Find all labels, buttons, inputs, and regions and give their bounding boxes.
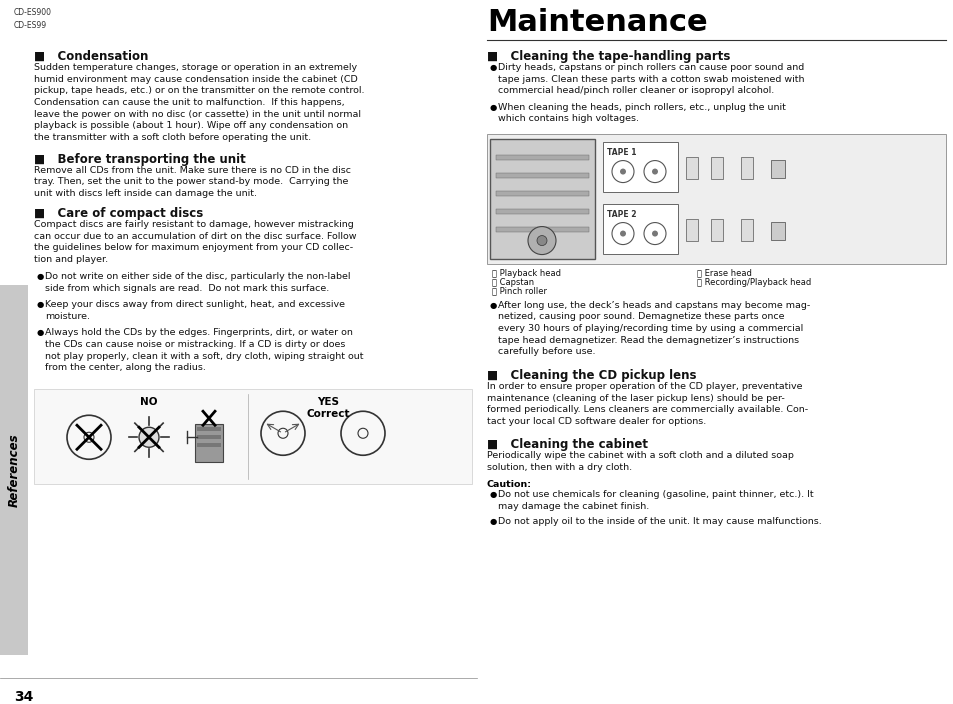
Text: ●: ●	[37, 272, 44, 281]
Bar	[194, 425, 223, 463]
Text: When cleaning the heads, pinch rollers, etc., unplug the unit
which contains hig: When cleaning the heads, pinch rollers, …	[497, 103, 785, 123]
Text: ■   Cleaning the cabinet: ■ Cleaning the cabinet	[486, 438, 647, 451]
Text: Remove all CDs from the unit. Make sure there is no CD in the disc
tray. Then, s: Remove all CDs from the unit. Make sure …	[34, 165, 351, 198]
Text: Caution:: Caution:	[486, 480, 532, 489]
Circle shape	[619, 230, 625, 237]
Circle shape	[651, 230, 658, 237]
Text: ■   Cleaning the CD pickup lens: ■ Cleaning the CD pickup lens	[486, 369, 696, 382]
Text: Periodically wipe the cabinet with a soft cloth and a diluted soap
solution, the: Periodically wipe the cabinet with a sof…	[486, 451, 793, 472]
Text: Compact discs are fairly resistant to damage, however mistracking
can occur due : Compact discs are fairly resistant to da…	[34, 220, 356, 264]
Bar	[196, 435, 221, 439]
Bar	[710, 156, 722, 179]
Text: ■   Condensation: ■ Condensation	[34, 50, 149, 63]
Circle shape	[537, 236, 546, 246]
Bar	[496, 155, 588, 160]
Circle shape	[527, 227, 556, 255]
Bar	[34, 389, 472, 484]
Circle shape	[619, 168, 625, 175]
Bar	[710, 218, 722, 241]
Bar	[740, 218, 752, 241]
Text: Ⓒ Pinch roller: Ⓒ Pinch roller	[492, 287, 546, 296]
Text: ●: ●	[490, 103, 497, 111]
Text: Do not write on either side of the disc, particularly the non-label
side from wh: Do not write on either side of the disc,…	[45, 272, 350, 293]
Bar	[602, 203, 678, 253]
Text: Ⓐ Playback head: Ⓐ Playback head	[492, 268, 560, 277]
Text: Do not apply oil to the inside of the unit. It may cause malfunctions.: Do not apply oil to the inside of the un…	[497, 517, 821, 526]
Text: ●: ●	[37, 328, 44, 337]
Text: ■   Cleaning the tape-handling parts: ■ Cleaning the tape-handling parts	[486, 50, 730, 63]
Bar	[496, 191, 588, 196]
Text: ●: ●	[490, 490, 497, 499]
Bar	[196, 427, 221, 432]
Text: NO: NO	[140, 397, 157, 407]
Text: After long use, the deck’s heads and capstans may become mag-
netized, causing p: After long use, the deck’s heads and cap…	[497, 301, 809, 356]
Text: CD-ES900
CD-ES99: CD-ES900 CD-ES99	[14, 8, 52, 30]
Bar	[486, 134, 945, 263]
Bar	[196, 444, 221, 447]
Text: Keep your discs away from direct sunlight, heat, and excessive
moisture.: Keep your discs away from direct sunligh…	[45, 300, 345, 321]
Text: Ⓑ Capstan: Ⓑ Capstan	[492, 277, 534, 287]
Bar	[496, 227, 588, 232]
Bar	[740, 156, 752, 179]
Text: TAPE 2: TAPE 2	[606, 210, 636, 218]
Text: ⓔ Recording/Playback head: ⓔ Recording/Playback head	[697, 277, 810, 287]
Bar	[496, 172, 588, 177]
Text: 34: 34	[14, 690, 33, 704]
Text: ■   Before transporting the unit: ■ Before transporting the unit	[34, 153, 246, 165]
Bar	[685, 156, 698, 179]
Text: In order to ensure proper operation of the CD player, preventative
maintenance (: In order to ensure proper operation of t…	[486, 382, 807, 426]
Text: ●: ●	[490, 517, 497, 526]
Text: References: References	[8, 433, 20, 507]
Bar	[496, 208, 588, 213]
Text: Maintenance: Maintenance	[486, 8, 707, 37]
Text: Dirty heads, capstans or pinch rollers can cause poor sound and
tape jams. Clean: Dirty heads, capstans or pinch rollers c…	[497, 63, 803, 95]
Bar	[770, 222, 784, 239]
Text: ●: ●	[490, 301, 497, 310]
Text: ●: ●	[37, 300, 44, 309]
Text: TAPE 1: TAPE 1	[606, 148, 636, 156]
Text: Do not use chemicals for cleaning (gasoline, paint thinner, etc.). It
may damage: Do not use chemicals for cleaning (gasol…	[497, 490, 813, 511]
Text: ●: ●	[490, 63, 497, 72]
Circle shape	[651, 168, 658, 175]
Bar	[0, 285, 28, 655]
Text: ⓓ Erase head: ⓓ Erase head	[697, 268, 751, 277]
Bar	[685, 218, 698, 241]
Bar	[770, 160, 784, 177]
Bar	[490, 139, 595, 258]
Bar	[602, 142, 678, 191]
Circle shape	[139, 427, 159, 447]
Text: ■   Care of compact discs: ■ Care of compact discs	[34, 207, 203, 220]
Text: YES
Correct: YES Correct	[306, 397, 350, 419]
Text: Always hold the CDs by the edges. Fingerprints, dirt, or water on
the CDs can ca: Always hold the CDs by the edges. Finger…	[45, 328, 363, 372]
Text: Sudden temperature changes, storage or operation in an extremely
humid environme: Sudden temperature changes, storage or o…	[34, 63, 364, 142]
